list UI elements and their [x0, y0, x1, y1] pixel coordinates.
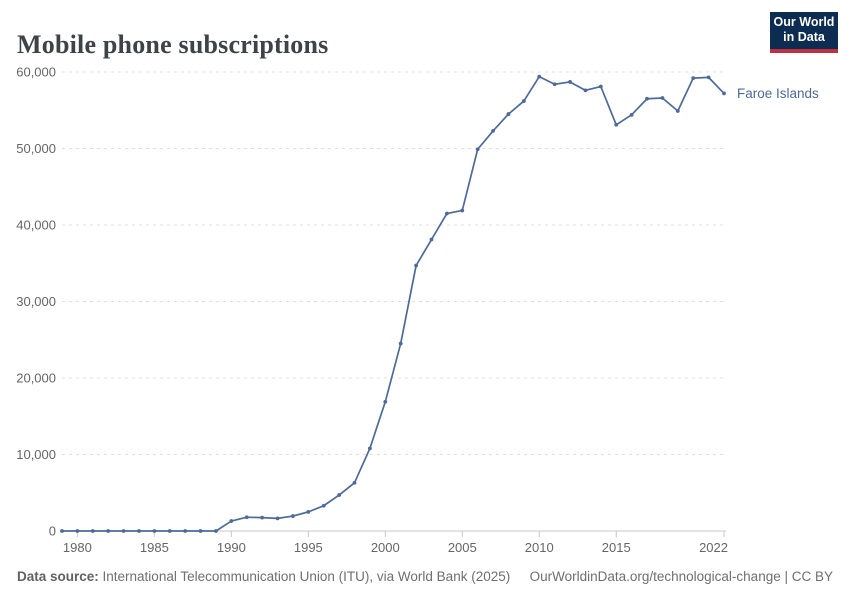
- data-point: [167, 529, 172, 533]
- data-point: [568, 80, 572, 84]
- data-point: [121, 529, 126, 533]
- owid-logo-line1: Our World: [773, 15, 835, 29]
- x-tick-label: 2015: [602, 540, 631, 555]
- y-tick-label: 50,000: [16, 141, 56, 156]
- y-tick-label: 30,000: [16, 294, 56, 309]
- y-tick-label: 20,000: [16, 371, 56, 386]
- y-tick-label: 60,000: [16, 65, 56, 80]
- x-tick-label: 1995: [294, 540, 323, 555]
- data-point: [106, 529, 111, 533]
- chart-footer: Data source: International Telecommunica…: [17, 569, 833, 584]
- owid-logo[interactable]: Our World in Data: [770, 12, 838, 53]
- data-point: [552, 82, 557, 87]
- data-point: [152, 529, 157, 533]
- series-label: Faroe Islands: [737, 86, 819, 101]
- data-source-text: International Telecommunication Union (I…: [98, 569, 511, 584]
- data-point: [244, 515, 249, 520]
- data-point: [506, 112, 511, 116]
- data-point: [368, 446, 372, 451]
- data-point: [722, 91, 726, 96]
- attribution: OurWorldinData.org/technological-change …: [529, 569, 833, 584]
- data-point: [537, 74, 542, 79]
- data-point: [291, 514, 295, 518]
- data-point: [645, 96, 649, 101]
- data-point: [383, 399, 388, 404]
- y-tick-label: 10,000: [16, 447, 56, 462]
- data-point: [60, 529, 64, 533]
- x-tick-label: 2005: [448, 540, 477, 555]
- data-point: [214, 529, 218, 533]
- data-point: [352, 480, 357, 485]
- data-point: [183, 529, 188, 533]
- data-point: [598, 84, 603, 89]
- data-point: [491, 129, 495, 133]
- data-point: [198, 529, 203, 533]
- data-point: [275, 516, 280, 521]
- data-point: [90, 529, 95, 533]
- data-point: [337, 493, 342, 497]
- data-point: [521, 99, 526, 103]
- data-point: [706, 75, 711, 80]
- data-point: [475, 147, 480, 152]
- data-point: [614, 122, 619, 127]
- data-source: Data source: International Telecommunica…: [17, 569, 510, 584]
- data-point: [444, 211, 449, 216]
- data-point: [260, 515, 265, 520]
- data-point: [414, 263, 418, 268]
- data-source-label: Data source:: [17, 569, 99, 584]
- data-point: [691, 76, 696, 81]
- data-point: [137, 529, 141, 533]
- y-tick-label: 40,000: [16, 218, 56, 233]
- data-point: [229, 519, 234, 523]
- data-point: [429, 237, 434, 242]
- x-tick-label: 1985: [140, 540, 169, 555]
- x-tick-label: 1980: [63, 540, 92, 555]
- data-point: [583, 88, 588, 93]
- data-point: [321, 503, 326, 508]
- y-tick-label: 0: [49, 524, 56, 539]
- chart-title: Mobile phone subscriptions: [17, 30, 329, 60]
- x-tick-label: 2000: [371, 540, 400, 555]
- data-point: [660, 96, 665, 100]
- data-point: [398, 341, 403, 346]
- x-tick-label: 2010: [525, 540, 554, 555]
- x-tick-label: 1990: [217, 540, 246, 555]
- owid-logo-line2: in Data: [783, 30, 825, 44]
- data-line: [61, 75, 725, 532]
- data-point: [629, 112, 634, 117]
- data-point: [75, 529, 80, 533]
- data-point: [675, 109, 680, 113]
- data-point: [306, 509, 311, 514]
- x-tick-label: 2022: [699, 540, 728, 555]
- data-point: [460, 208, 465, 213]
